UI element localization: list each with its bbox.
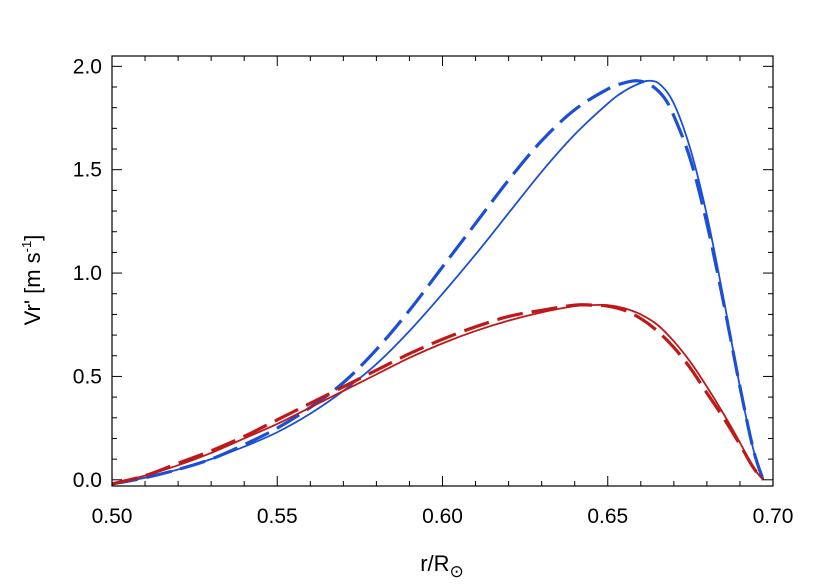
y-tick-label: 0.5 (73, 365, 102, 388)
series-line-3-solid (112, 303, 764, 485)
series-layer (112, 79, 765, 486)
labels-layer: 0.50 0.55 0.60 0.65 0.70 0.0 0.5 1.0 1.5 2.0 (73, 55, 794, 528)
y-axis-label-exponent: -1 (19, 241, 34, 253)
y-axis-label-close: ] (20, 235, 45, 241)
series-line-2-dashed (112, 79, 765, 486)
x-axis-label-main: r/R (420, 551, 449, 576)
y-tick-label: 0.0 (73, 469, 102, 492)
plot-frame (111, 55, 774, 487)
x-axis-label-subscript: ⊙ (450, 562, 464, 581)
x-tick-label: 0.65 (587, 505, 628, 528)
y-tick-label: 1.5 (73, 159, 102, 182)
series-line-1-solid (112, 79, 764, 485)
x-tick-label: 0.70 (753, 505, 794, 528)
x-tick-label: 0.50 (92, 505, 133, 528)
x-tick-label: 0.55 (257, 505, 298, 528)
ticks-layer (111, 56, 774, 486)
y-tick-label: 1.0 (73, 262, 102, 285)
x-axis-label: r/R⊙ (420, 551, 464, 581)
y-axis-label-main: Vr' [m s (20, 252, 45, 325)
y-axis-label: Vr' [m s-1] (19, 235, 45, 326)
x-tick-label: 0.60 (422, 505, 463, 528)
series-line-4-dashed (112, 303, 765, 486)
y-tick-label: 2.0 (73, 55, 102, 78)
